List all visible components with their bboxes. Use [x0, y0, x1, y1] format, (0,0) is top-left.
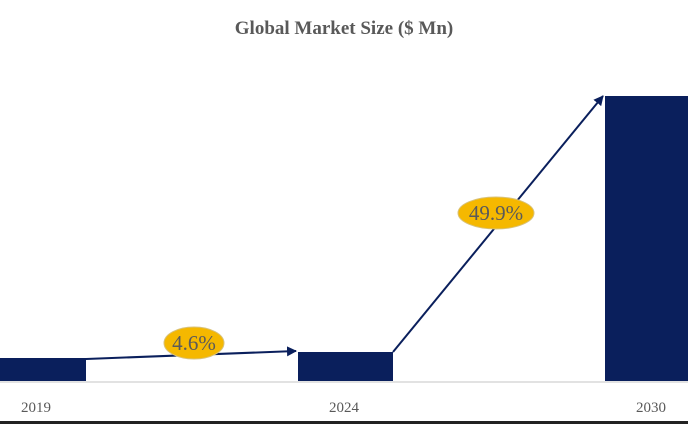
bar-2024 [298, 352, 393, 381]
cagr-badge [163, 326, 225, 360]
cagr-badge [457, 196, 535, 230]
bar-2030 [605, 96, 688, 381]
cagr-label: 49.9% [469, 201, 523, 225]
chart-title: Global Market Size ($ Mn) [234, 18, 454, 39]
bottom-border [0, 421, 688, 424]
x-tick-label: 2030 [636, 400, 666, 416]
x-tick-label: 2019 [21, 400, 51, 416]
cagr-label: 4.6% [172, 331, 216, 355]
bar-2019 [0, 358, 86, 381]
x-tick-label: 2024 [329, 400, 360, 416]
